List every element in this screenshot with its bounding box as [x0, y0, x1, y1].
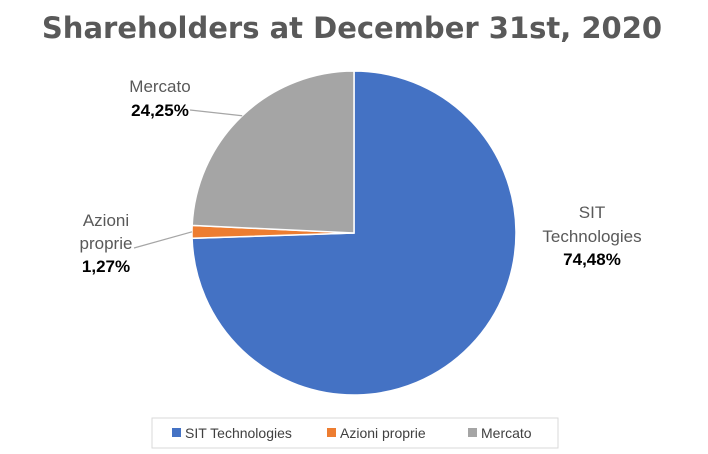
data-label-name: proprie — [80, 234, 133, 253]
leader-line-azioni-proprie — [133, 231, 193, 249]
legend-swatch — [172, 428, 181, 437]
leader-lines — [133, 109, 243, 249]
data-label-value: 24,25% — [131, 101, 189, 120]
legend-swatch — [327, 428, 336, 437]
data-label-azioni-proprie: Azioni proprie 1,27% — [80, 211, 133, 276]
data-label-name: Technologies — [542, 227, 641, 246]
legend-item-mercato: Mercato — [468, 425, 532, 441]
legend: SIT Technologies Azioni proprie Mercato — [151, 417, 559, 449]
legend-item-azioni-proprie: Azioni proprie — [327, 425, 426, 441]
data-label-value: 74,48% — [563, 250, 621, 269]
legend-label: Mercato — [481, 425, 532, 441]
data-label-sit-technologies: SIT Technologies 74,48% — [542, 203, 641, 269]
pie-slice-mercato — [191, 70, 355, 234]
data-labels: SIT Technologies 74,48% Azioni proprie 1,27% M… — [80, 77, 642, 276]
legend-item-sit-technologies: SIT Technologies — [172, 425, 292, 441]
legend-box — [151, 417, 559, 449]
data-label-name: Mercato — [129, 77, 190, 96]
legend-label: Azioni proprie — [340, 425, 426, 441]
data-label-name: Azioni — [83, 211, 129, 230]
legend-label: SIT Technologies — [185, 425, 292, 441]
data-label-name: SIT — [579, 203, 605, 222]
chart-title: Shareholders at December 31st, 2020 — [42, 11, 662, 45]
legend-swatch — [468, 428, 477, 437]
pie-slices — [191, 70, 517, 396]
data-label-mercato: Mercato 24,25% — [129, 77, 190, 120]
data-label-value: 1,27% — [82, 257, 130, 276]
leader-line-mercato — [189, 109, 243, 117]
